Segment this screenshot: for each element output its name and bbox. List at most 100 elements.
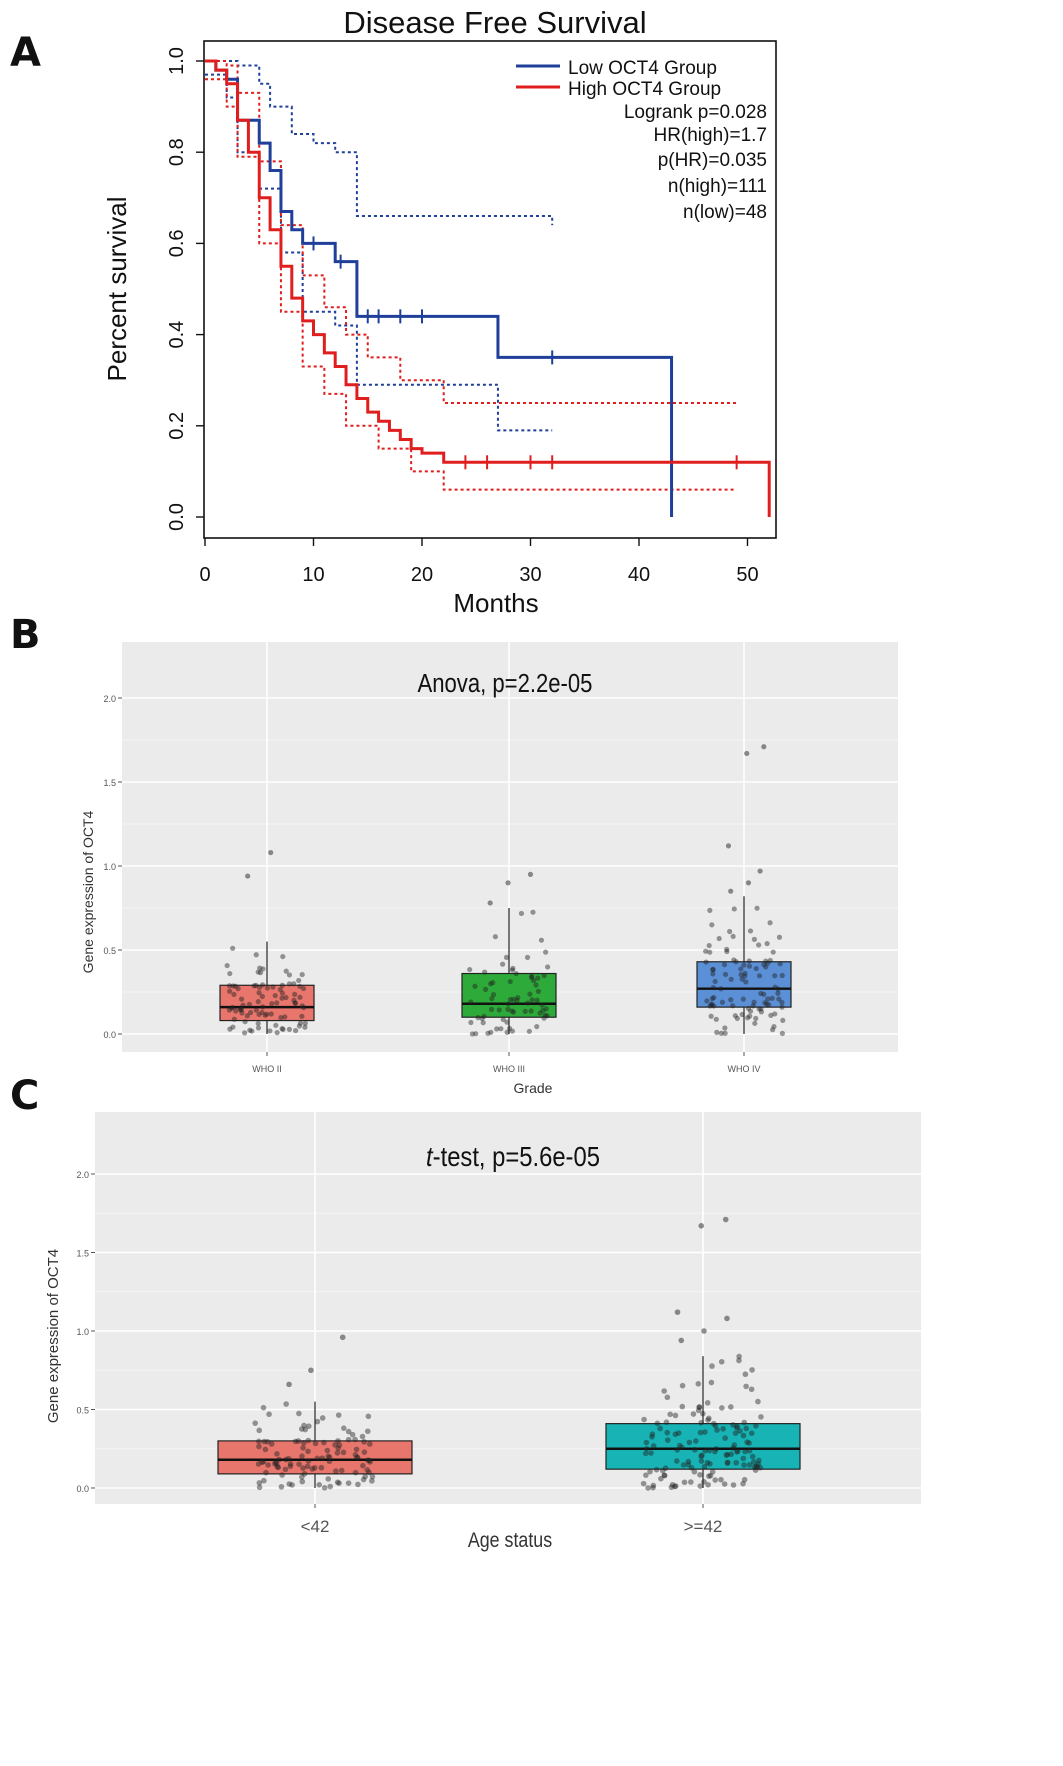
sample-point: [264, 1438, 271, 1445]
sample-point: [770, 1027, 776, 1033]
sample-point: [709, 1363, 715, 1369]
outlier-point: [745, 880, 752, 886]
sample-point: [752, 1467, 759, 1473]
km-x-tick-label: 30: [519, 564, 541, 586]
sample-point: [314, 1455, 321, 1462]
sample-point: [763, 964, 769, 970]
sample-point: [359, 1433, 366, 1440]
sample-point: [701, 1478, 707, 1485]
sample-point: [724, 1459, 731, 1466]
outlier-point: [339, 1334, 346, 1341]
sample-point: [758, 1414, 764, 1420]
sample-point: [296, 977, 302, 984]
sample-point: [779, 1030, 785, 1037]
box-body: [605, 1423, 801, 1470]
sample-point: [326, 1454, 333, 1461]
sample-point: [525, 1000, 531, 1006]
y-tick-label: 1.0: [103, 862, 116, 872]
sample-point: [503, 954, 510, 960]
km-y-tick-label: 0.2: [166, 412, 188, 440]
sample-point: [264, 1011, 270, 1017]
sample-point: [367, 1441, 373, 1447]
sample-point: [349, 1431, 356, 1438]
sample-point: [286, 1026, 293, 1032]
sample-point: [710, 984, 717, 991]
sample-point: [264, 985, 270, 991]
sample-point: [541, 1015, 547, 1021]
sample-point: [283, 968, 289, 974]
sample-point: [366, 1457, 373, 1464]
sample-point: [748, 1430, 755, 1437]
sample-point: [710, 966, 716, 972]
sample-point: [697, 1429, 704, 1436]
sample-point: [336, 1480, 342, 1486]
sample-point: [509, 1008, 515, 1014]
sample-point: [305, 1458, 312, 1464]
sample-point: [681, 1479, 688, 1486]
sample-point: [706, 1415, 712, 1422]
x-tick-label: >=42: [684, 1517, 723, 1536]
sample-point: [498, 1026, 504, 1032]
box-body: [219, 984, 315, 1022]
sample-point: [509, 967, 515, 973]
sample-point: [256, 984, 263, 990]
sample-point: [238, 1005, 244, 1011]
sample-point: [295, 1438, 302, 1444]
sample-point: [316, 1482, 323, 1488]
outlier-point: [674, 1309, 681, 1315]
sample-point: [364, 1428, 371, 1435]
sample-point: [230, 1004, 236, 1011]
sample-point: [355, 1481, 361, 1488]
sample-point: [664, 1437, 671, 1443]
sample-point: [673, 1458, 680, 1464]
grade-boxplot: 0.0 0.5 1.0 1.5 2.0 WHO II WHO III WHO IV Anova…: [80, 642, 898, 1096]
sample-point: [544, 1013, 550, 1019]
sample-point: [762, 1000, 768, 1006]
sample-point: [283, 994, 289, 1001]
sample-point: [719, 999, 726, 1005]
sample-point: [226, 1007, 232, 1013]
sample-point: [770, 949, 776, 955]
sample-point: [291, 997, 297, 1003]
sample-point: [510, 996, 516, 1002]
sample-point: [734, 1448, 741, 1454]
sample-point: [283, 1401, 289, 1407]
sample-point: [704, 998, 710, 1004]
sample-point: [267, 1028, 273, 1034]
age-title-italic: t: [426, 1140, 434, 1172]
sample-point: [722, 1025, 728, 1031]
km-ci-lower-high: [205, 78, 737, 491]
sample-point: [730, 1003, 736, 1009]
sample-point: [749, 1453, 756, 1460]
sample-point: [256, 990, 262, 996]
sample-point: [276, 1456, 282, 1463]
sample-point: [235, 986, 241, 992]
sample-point: [724, 948, 730, 955]
sample-point: [695, 1381, 702, 1387]
sample-point: [507, 1025, 513, 1032]
sample-point: [741, 962, 747, 968]
sample-point: [701, 1463, 708, 1470]
sample-point: [297, 1020, 304, 1026]
sample-point: [708, 1013, 714, 1019]
sample-point: [733, 959, 739, 965]
sample-point: [712, 1477, 719, 1483]
sample-point: [758, 990, 764, 997]
sample-point: [672, 1412, 679, 1419]
sample-point: [733, 1459, 739, 1466]
sample-point: [488, 981, 494, 987]
y-tick-label: 0.5: [103, 946, 116, 956]
sample-point: [279, 982, 285, 988]
sample-point: [311, 1465, 318, 1471]
sample-point: [365, 1413, 372, 1420]
sample-point: [772, 973, 778, 979]
km-chart: Disease Free Survival 0 10 20 30 40 500.00.20…: [102, 5, 777, 618]
sample-point: [302, 1020, 308, 1026]
sample-point: [286, 981, 293, 987]
outlier-point: [527, 871, 534, 878]
sample-point: [282, 1466, 289, 1473]
sample-point: [481, 1013, 487, 1019]
sample-point: [707, 1003, 713, 1009]
sample-point: [730, 1445, 736, 1451]
sample-point: [319, 1455, 326, 1461]
